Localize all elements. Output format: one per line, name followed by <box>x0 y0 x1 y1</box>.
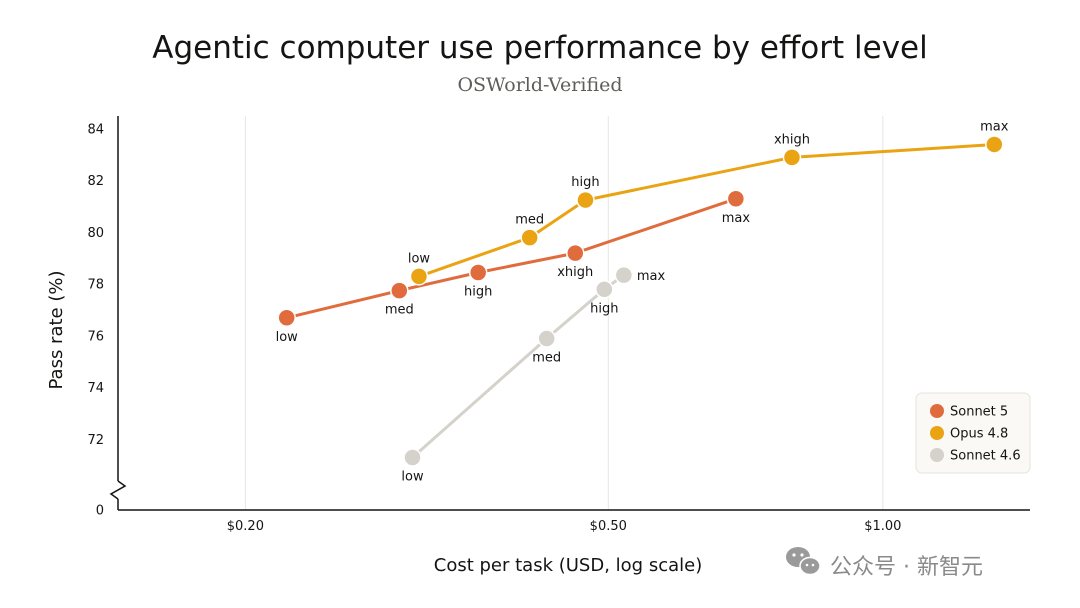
point-label: med <box>385 303 414 318</box>
point-label: med <box>515 213 544 228</box>
legend: Sonnet 5 Opus 4.8 Sonnet 4.6 <box>915 392 1031 474</box>
point-label: max <box>722 211 751 226</box>
data-point <box>614 265 634 285</box>
point-label: max <box>637 269 666 284</box>
legend-label: Sonnet 4.6 <box>950 449 1021 464</box>
point-label: high <box>571 175 599 190</box>
point-label: med <box>532 350 561 365</box>
point-label: xhigh <box>774 132 810 147</box>
wechat-icon <box>786 547 821 576</box>
series-line <box>285 197 738 320</box>
chart-subtitle: OSWorld-Verified <box>457 74 622 96</box>
data-point <box>403 448 422 467</box>
grid-layer <box>244 116 884 510</box>
x-tick-label: $1.00 <box>864 519 901 534</box>
y-tick-label: 84 <box>87 122 104 137</box>
legend-swatch <box>930 426 944 440</box>
y-tick-label: 76 <box>87 329 104 344</box>
data-point <box>409 267 429 286</box>
x-tick-label: $0.50 <box>590 519 627 534</box>
x-tick-label: $0.20 <box>227 519 264 534</box>
y-tick-label: 72 <box>87 433 104 448</box>
legend-box <box>915 392 1031 474</box>
x-axis-label: Cost per task (USD, log scale) <box>434 555 702 576</box>
y-tick-label: 80 <box>87 226 104 241</box>
y-tick-label: 78 <box>87 278 104 293</box>
data-point <box>782 148 802 167</box>
series-line <box>411 273 626 459</box>
y-axis-label: Pass rate (%) <box>46 271 67 390</box>
point-labels: low med high max low med high xhigh max low med hig… <box>276 119 1009 484</box>
data-point <box>726 189 746 209</box>
data-point <box>537 329 556 348</box>
watermark: 公众号 · 新智元 <box>786 547 983 580</box>
point-label: high <box>464 285 492 300</box>
point-label: high <box>590 301 618 316</box>
legend-label: Sonnet 5 <box>950 405 1008 420</box>
series-layer <box>277 135 1004 467</box>
axes-layer: $0.20 $0.50 $1.00 72 74 76 78 80 82 84 0 <box>87 116 1030 534</box>
y-axis-break <box>109 480 127 500</box>
data-point <box>468 263 488 282</box>
data-point <box>566 243 585 263</box>
point-label: low <box>408 251 431 266</box>
data-point <box>595 280 614 299</box>
data-point <box>985 135 1004 154</box>
point-label: xhigh <box>557 265 593 280</box>
chart-title: Agentic computer use performance by effo… <box>152 30 927 66</box>
data-point <box>576 190 595 210</box>
point-label: max <box>980 119 1009 134</box>
y-break-label: 0 <box>96 504 104 519</box>
legend-swatch <box>930 404 944 418</box>
data-point <box>277 308 296 328</box>
legend-label: Opus 4.8 <box>950 427 1008 442</box>
point-label: low <box>276 330 299 345</box>
watermark-text: 公众号 · 新智元 <box>830 555 983 580</box>
y-tick-label: 74 <box>87 381 104 396</box>
point-label: low <box>401 469 424 484</box>
data-point <box>520 228 539 247</box>
y-tick-label: 82 <box>87 174 104 189</box>
data-point <box>390 281 409 300</box>
series-line <box>417 143 996 278</box>
legend-items: Sonnet 5 Opus 4.8 Sonnet 4.6 <box>930 404 1021 464</box>
legend-swatch <box>930 448 944 462</box>
